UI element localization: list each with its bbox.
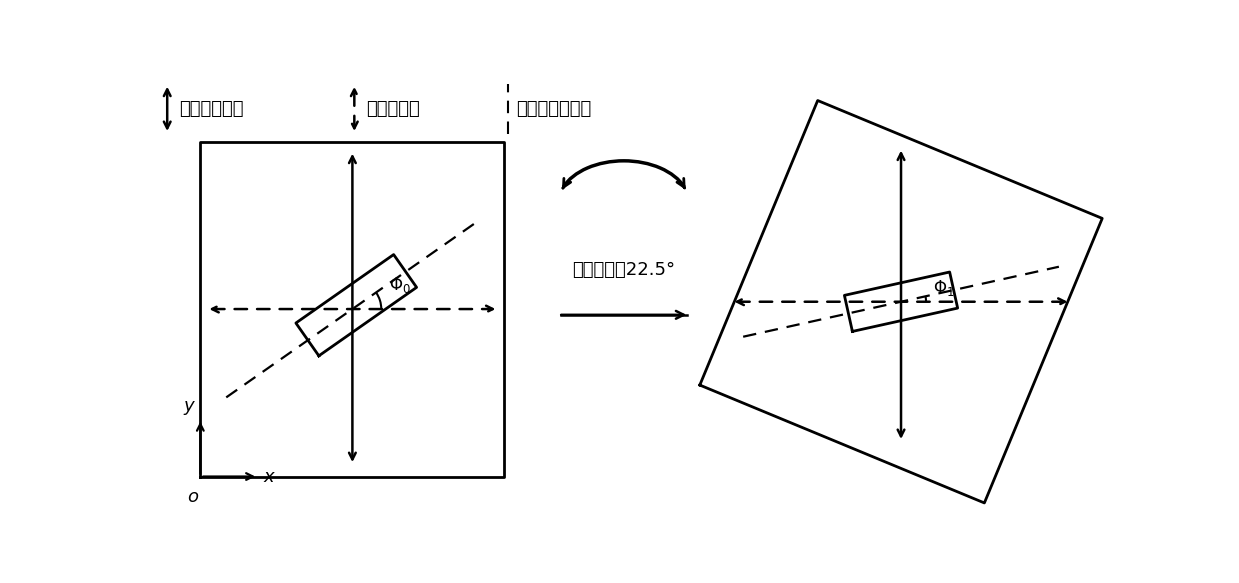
Text: y: y bbox=[183, 397, 195, 415]
Text: 检偏器透光轴: 检偏器透光轴 bbox=[178, 100, 243, 118]
Text: o: o bbox=[187, 488, 198, 506]
Text: 顺时针旋转22.5°: 顺时针旋转22.5° bbox=[572, 261, 675, 279]
Text: 纳米砖长轴方向: 纳米砖长轴方向 bbox=[515, 100, 591, 118]
Text: $\Phi_0$: $\Phi_0$ bbox=[389, 275, 411, 295]
Text: x: x bbox=[264, 468, 274, 486]
Text: $\Phi_1$: $\Phi_1$ bbox=[933, 278, 955, 298]
Text: 入射线偏光: 入射线偏光 bbox=[366, 100, 420, 118]
